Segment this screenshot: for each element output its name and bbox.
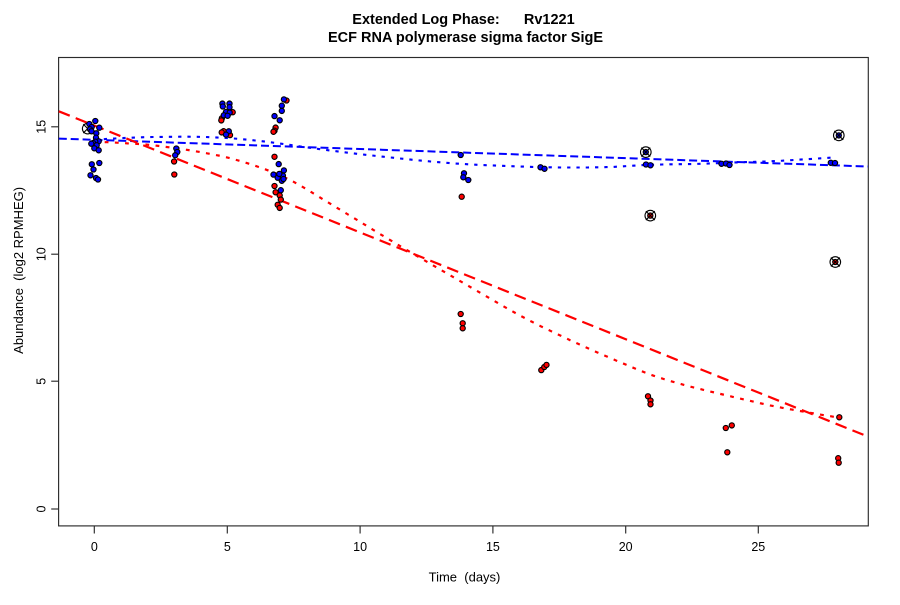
svg-text:10: 10 bbox=[34, 247, 48, 261]
svg-text:10: 10 bbox=[353, 540, 367, 554]
svg-text:Abundance (log2 RPMHEG): Abundance (log2 RPMHEG) bbox=[11, 187, 26, 354]
svg-text:15: 15 bbox=[34, 120, 48, 134]
svg-text:5: 5 bbox=[34, 378, 48, 385]
svg-text:Time (days): Time (days) bbox=[429, 569, 501, 584]
svg-text:5: 5 bbox=[224, 540, 231, 554]
svg-text:Extended Log Phase: Rv122: Extended Log Phase: Rv1221 bbox=[352, 12, 574, 28]
svg-text:15: 15 bbox=[486, 540, 500, 554]
svg-text:ECF RNA polymerase sigma facto: ECF RNA polymerase sigma factor SigE bbox=[328, 30, 603, 46]
svg-text:20: 20 bbox=[619, 540, 633, 554]
svg-text:0: 0 bbox=[34, 505, 48, 512]
svg-text:0: 0 bbox=[91, 540, 98, 554]
svg-text:25: 25 bbox=[751, 540, 765, 554]
